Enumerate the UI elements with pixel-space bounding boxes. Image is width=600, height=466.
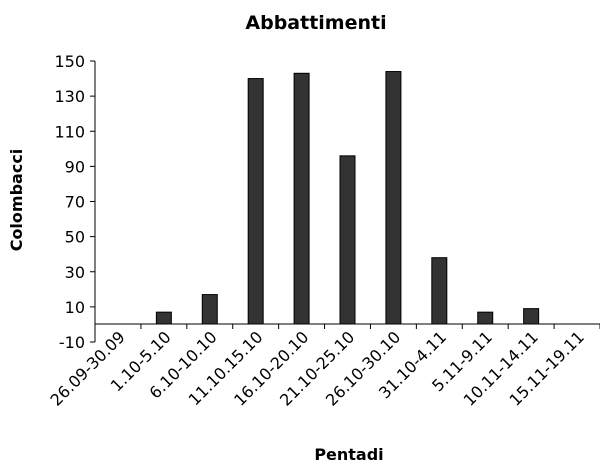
bar [431,257,448,325]
y-tick-label: 90 [65,157,85,176]
y-tick-label: 10 [65,298,85,317]
y-axis-title: Colombacci [7,149,26,252]
bar [477,311,494,325]
y-tick-label: 130 [54,87,85,106]
y-tick-label: 70 [65,193,85,212]
bar [523,308,540,325]
bars [155,71,540,325]
y-tick-label: -10 [59,333,85,352]
bar [339,155,356,325]
y-tick-label: 150 [54,52,85,71]
x-axis: 26.09-30.091.10-5.106.10-10.1011.10.15.1… [46,323,600,410]
chart-title: Abbattimenti [245,12,386,34]
bar [293,72,310,325]
y-axis: -10 10 30 50 70 90 110 130 150 [54,52,96,352]
bar [247,78,264,325]
bar [385,71,402,325]
y-tick-label: 110 [54,122,85,141]
bar [155,311,172,325]
bar [201,294,218,325]
x-axis-title: Pentadi [314,445,383,464]
y-tick-label: 30 [65,263,85,282]
y-tick-label: 50 [65,228,85,247]
